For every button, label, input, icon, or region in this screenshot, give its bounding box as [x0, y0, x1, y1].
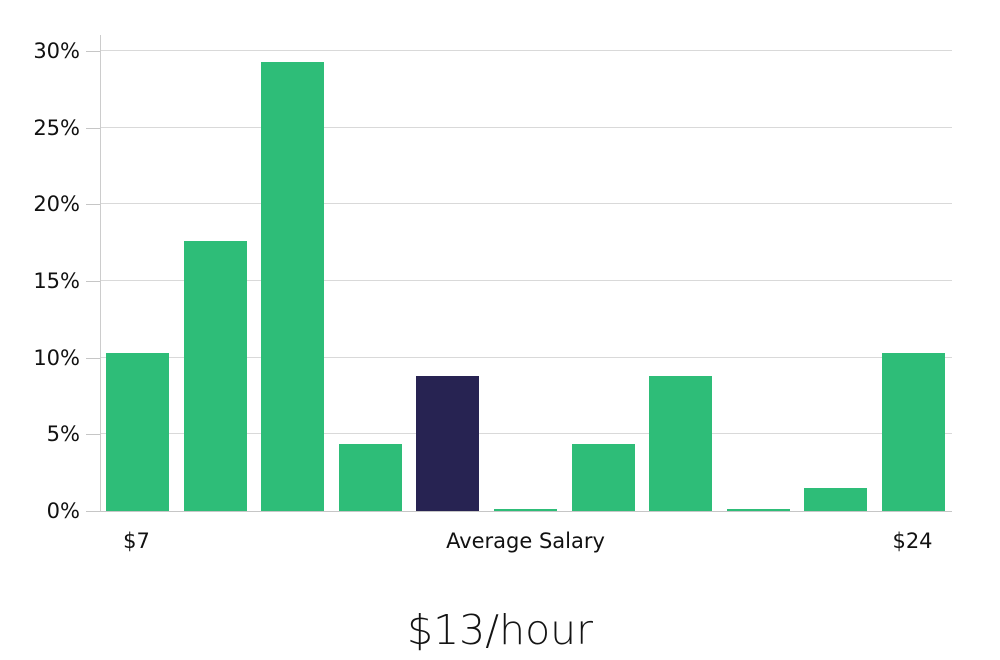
y-tick-label: 15%	[33, 269, 80, 293]
bar	[338, 443, 402, 511]
bar	[649, 376, 713, 511]
y-tick-label: 20%	[33, 192, 80, 217]
gridline	[101, 280, 952, 281]
bar	[106, 353, 169, 511]
chart-title: $13/hour	[407, 606, 593, 654]
y-tick-mark	[86, 51, 100, 52]
bar	[804, 488, 868, 511]
y-tick-label: 30%	[33, 39, 80, 63]
y-tick-label: 10%	[33, 345, 80, 370]
y-tick-mark	[86, 357, 100, 359]
y-tick-mark	[86, 127, 100, 129]
bar	[494, 509, 557, 511]
x-tick-label-min: $7	[123, 529, 150, 553]
y-tick-mark	[86, 434, 100, 436]
bar	[882, 353, 945, 511]
gridline	[101, 203, 952, 205]
bar	[261, 61, 325, 511]
y-tick-label: 5%	[46, 422, 80, 447]
y-tick-label: 0%	[46, 499, 80, 523]
x-axis-label: Average Salary	[446, 529, 605, 553]
x-tick-label-max: $24	[892, 529, 933, 553]
bar	[183, 241, 247, 511]
gridline	[101, 356, 952, 358]
y-tick-mark	[86, 204, 100, 206]
gridline	[101, 433, 952, 435]
y-tick-mark	[86, 281, 100, 282]
plot-area	[100, 35, 952, 512]
y-tick-label: 25%	[33, 115, 80, 140]
gridline	[101, 126, 952, 128]
bar	[571, 443, 635, 511]
gridline	[101, 50, 952, 51]
bar	[726, 509, 790, 511]
y-tick-mark	[86, 511, 100, 512]
highlighted-bar	[416, 376, 480, 511]
